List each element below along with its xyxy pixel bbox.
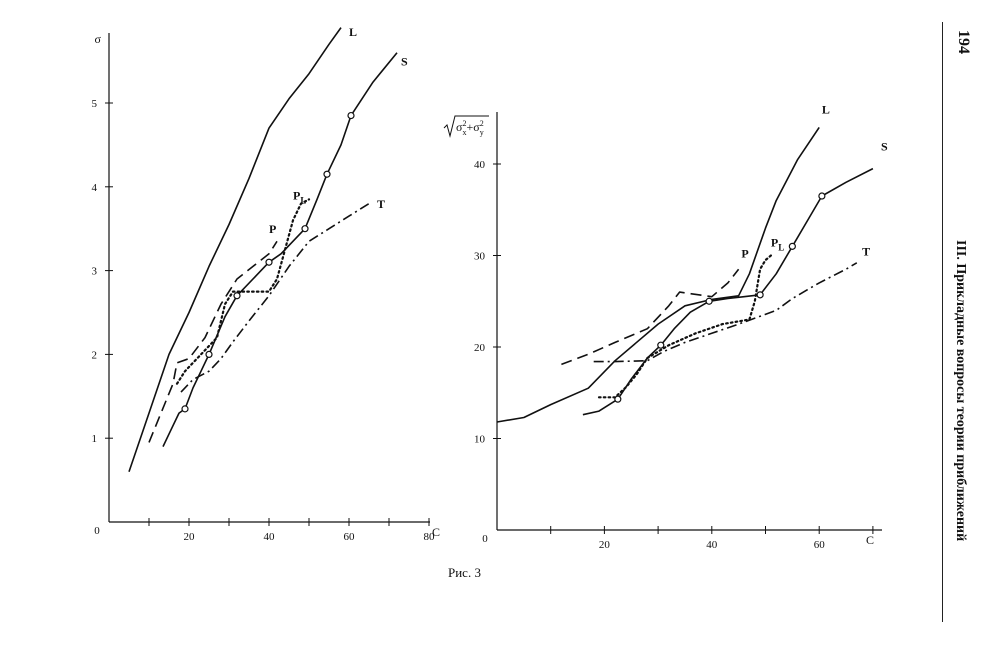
right-x-tick-label: 40: [706, 539, 718, 551]
right-x-tick-label: 20: [599, 539, 611, 551]
left-series-s-marker: [301, 225, 309, 233]
left-x-tick-label: 40: [264, 531, 276, 543]
right-series-label: L: [822, 103, 830, 117]
left-series-label: T: [377, 197, 385, 211]
figure-caption: Рис. 3: [448, 565, 481, 580]
right-series-p-l: [597, 254, 773, 399]
right-series-label: T: [862, 245, 870, 259]
page-number: 194: [955, 30, 972, 54]
right-y-tick-label: 20: [474, 342, 486, 354]
right-y-tick-label: 10: [474, 434, 486, 446]
left-series-p-l: [175, 198, 311, 385]
left-series-s-marker: [347, 111, 355, 120]
left-series-s-marker: [323, 170, 331, 178]
right-series-s-marker: [818, 192, 826, 200]
left-series-label: L: [349, 25, 357, 39]
right-series-s-marker: [705, 297, 713, 305]
right-series-s-marker: [657, 341, 665, 349]
left-series-s-marker: [265, 258, 273, 266]
right-x-axis-label: C: [866, 533, 874, 547]
left-y-tick-label: 3: [92, 266, 98, 278]
right-chart: 0 20 40 60 10 20 30 40 Cσ2 x+σ2 y L S P PL T: [443, 103, 888, 551]
left-series-label: S: [401, 54, 408, 68]
right-origin-label: 0: [482, 533, 488, 545]
left-x-tick-label: 80: [424, 531, 436, 543]
right-series-label: S: [881, 139, 888, 153]
right-series-s-marker: [788, 242, 796, 250]
left-y-tick-label: 2: [92, 349, 98, 361]
right-series-l: [496, 126, 820, 423]
right-y-axis-label-text: σ2 x+σ2 y: [456, 119, 484, 137]
right-series-s: [582, 167, 874, 416]
left-y-tick-label: 5: [92, 98, 98, 110]
left-origin-label: 0: [94, 525, 100, 537]
right-series-label: PL: [771, 235, 784, 252]
left-y-tick-label: 1: [92, 433, 98, 445]
running-head-rule: [942, 22, 943, 622]
left-series-s-marker: [205, 350, 213, 358]
right-y-tick-label: 30: [474, 251, 486, 263]
right-y-axis-label: σ2 x+σ2 y: [443, 115, 489, 138]
right-series-label: P: [741, 246, 748, 260]
left-series-s-marker: [181, 405, 189, 413]
radical-sign: [443, 115, 489, 138]
left-x-axis-label: C: [432, 525, 440, 539]
left-series-l: [128, 27, 342, 472]
left-y-tick-label: 4: [92, 182, 98, 194]
left-chart: 0 20 40 60 80 1 2 3 4 5 Cσ L S P PL T: [92, 25, 441, 543]
left-series-s-marker: [233, 292, 241, 300]
right-series-t: [593, 262, 858, 363]
right-y-tick-label: 40: [474, 159, 486, 171]
left-x-tick-label: 60: [344, 531, 356, 543]
left-series-label: P: [269, 222, 276, 236]
left-series-label: PL: [293, 188, 306, 205]
right-x-tick-label: 60: [814, 539, 826, 551]
running-head: III. Прикладные вопросы теории приближен…: [953, 240, 968, 542]
left-series-p: [148, 240, 278, 443]
right-series-s-marker: [756, 291, 764, 299]
left-y-axis-label: σ: [95, 32, 102, 46]
right-series-p: [561, 268, 740, 366]
left-series-t: [180, 202, 370, 393]
left-x-tick-label: 20: [184, 531, 196, 543]
